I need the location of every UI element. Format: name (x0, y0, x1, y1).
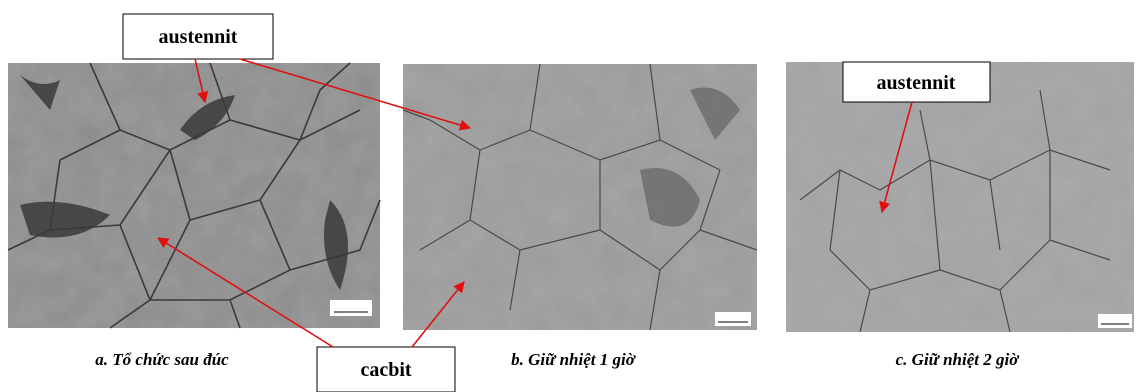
label-austennit: austennit (159, 26, 238, 48)
micrograph-b (403, 64, 757, 330)
caption: b. Giữ nhiệt 1 giờ (511, 350, 636, 369)
figure: austennit austennit cacbit a. Tổ chức sa… (0, 0, 1139, 392)
caption: a. Tổ chức sau đúc (95, 350, 229, 369)
micrograph-a (8, 63, 380, 328)
label-cacbit: cacbit (360, 359, 411, 381)
caption: c. Giữ nhiệt 2 giờ (896, 350, 1020, 369)
label-austennit: austennit (877, 72, 956, 94)
